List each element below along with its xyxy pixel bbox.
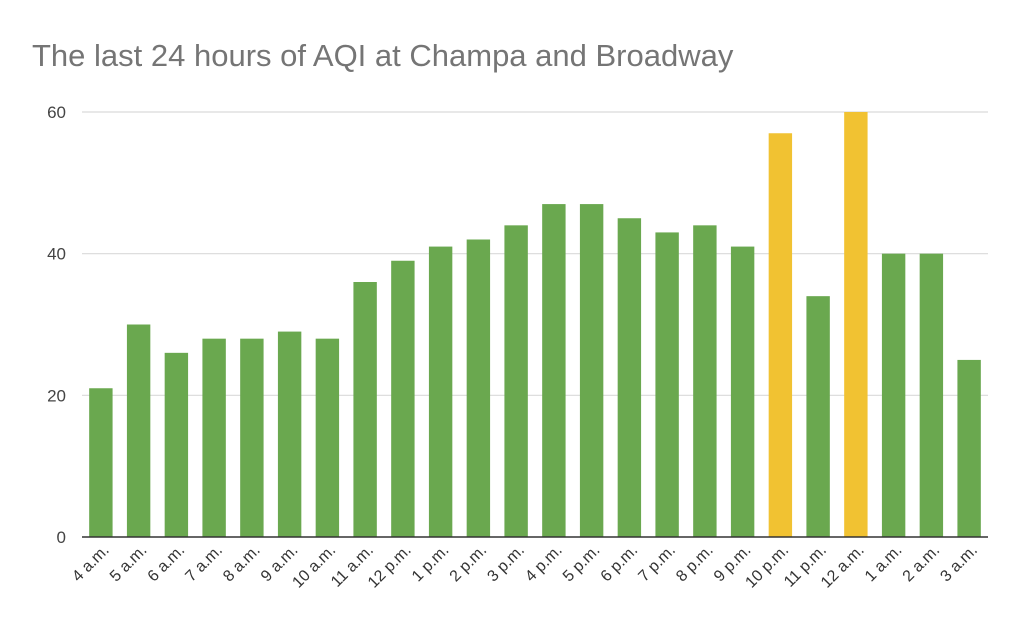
bar bbox=[806, 296, 830, 537]
bar bbox=[353, 282, 377, 537]
x-tick-label: 8 p.m. bbox=[673, 542, 716, 585]
bar bbox=[315, 338, 340, 537]
x-tick-label: 6 a.m. bbox=[145, 542, 188, 585]
bar bbox=[655, 232, 679, 537]
x-tick-label: 1 p.m. bbox=[409, 542, 452, 585]
bar bbox=[504, 225, 528, 538]
x-tick-label: 10 a.m. bbox=[289, 542, 339, 592]
bar bbox=[240, 338, 264, 537]
x-tick-label: 3 p.m. bbox=[484, 542, 527, 585]
x-tick-label: 10 p.m. bbox=[742, 542, 792, 592]
bar bbox=[693, 225, 717, 538]
chart-title: The last 24 hours of AQI at Champa and B… bbox=[32, 38, 734, 73]
bar bbox=[164, 352, 189, 537]
bar bbox=[277, 331, 302, 537]
bar bbox=[844, 112, 868, 537]
bar bbox=[126, 324, 151, 537]
bar bbox=[391, 260, 415, 537]
y-tick-label: 0 bbox=[57, 528, 66, 547]
y-tick-label: 60 bbox=[47, 103, 66, 122]
x-tick-label: 2 p.m. bbox=[447, 542, 490, 585]
bar bbox=[428, 246, 453, 538]
x-tick-label: 7 p.m. bbox=[635, 542, 678, 585]
bar bbox=[542, 204, 566, 538]
x-tick-label: 5 p.m. bbox=[560, 542, 603, 585]
y-tick-label: 20 bbox=[47, 386, 66, 405]
x-tick-label: 3 a.m. bbox=[937, 542, 980, 585]
x-tick-label: 8 a.m. bbox=[220, 542, 263, 585]
bar bbox=[919, 253, 944, 537]
x-tick-label: 4 a.m. bbox=[69, 542, 112, 585]
x-tick-label: 4 p.m. bbox=[522, 542, 565, 585]
bar bbox=[579, 204, 604, 538]
x-tick-label: 12 a.m. bbox=[818, 542, 868, 592]
bar bbox=[89, 388, 113, 537]
bar bbox=[957, 359, 981, 537]
bar bbox=[768, 133, 793, 537]
bar bbox=[202, 338, 226, 537]
x-tick-label: 5 a.m. bbox=[107, 542, 150, 585]
x-tick-label: 7 a.m. bbox=[182, 542, 225, 585]
x-tick-label: 1 a.m. bbox=[862, 542, 905, 585]
bar bbox=[881, 253, 906, 537]
x-tick-label: 6 p.m. bbox=[598, 542, 641, 585]
x-tick-label: 12 p.m. bbox=[365, 542, 415, 592]
y-tick-label: 40 bbox=[47, 245, 66, 264]
bar bbox=[466, 239, 491, 537]
bar bbox=[617, 218, 642, 537]
x-tick-label: 2 a.m. bbox=[900, 542, 943, 585]
bar bbox=[730, 246, 755, 538]
